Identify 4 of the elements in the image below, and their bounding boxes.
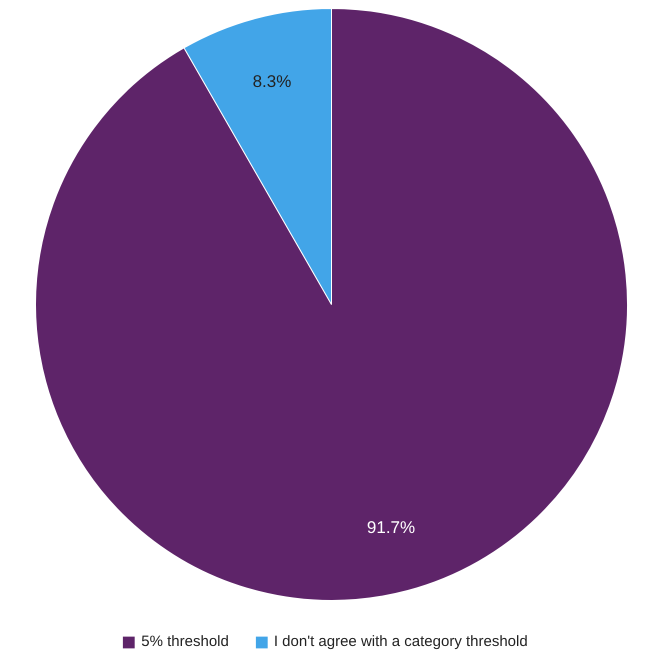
data-label: 91.7% [366, 518, 416, 538]
data-label: 8.3% [252, 72, 292, 91]
legend-label: 5% threshold [141, 633, 229, 650]
legend-label: I don't agree with a category threshold [274, 633, 528, 650]
